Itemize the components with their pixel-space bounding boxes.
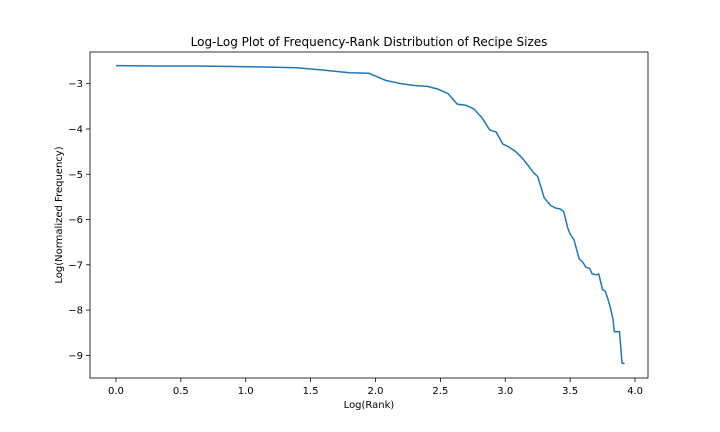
plot-area bbox=[89, 51, 649, 379]
x-tick-label: 3.0 bbox=[497, 386, 513, 397]
x-tick-label: 3.5 bbox=[562, 386, 578, 397]
series-line bbox=[115, 64, 625, 365]
y-tick-label: −7 bbox=[68, 260, 83, 271]
y-tick-label: −4 bbox=[68, 124, 83, 135]
x-tick-label: 2.5 bbox=[432, 386, 448, 397]
y-tick-label: −8 bbox=[68, 306, 83, 317]
x-tick-label: 0.0 bbox=[108, 386, 124, 397]
x-tick-label: 2.0 bbox=[368, 386, 384, 397]
x-tick-label: 1.5 bbox=[303, 386, 319, 397]
y-axis-label: Log(Normalized Frequency) bbox=[54, 146, 65, 283]
x-axis-label: Log(Rank) bbox=[344, 400, 395, 411]
y-tick-label: −9 bbox=[68, 351, 83, 362]
y-tick-label: −3 bbox=[68, 79, 83, 90]
y-tick-label: −5 bbox=[68, 170, 83, 181]
chart-title: Log-Log Plot of Frequency-Rank Distribut… bbox=[191, 35, 548, 49]
series-layer bbox=[115, 64, 625, 365]
x-tick-label: 1.0 bbox=[238, 386, 254, 397]
y-tick-label: −6 bbox=[68, 215, 83, 226]
x-tick-label: 4.0 bbox=[627, 386, 643, 397]
y-axis: −3 −4 −5 −6 −7 −8 −9 bbox=[68, 79, 90, 362]
x-tick-label: 0.5 bbox=[173, 386, 189, 397]
x-axis: 0.0 0.5 1.0 1.5 2.0 2.5 3.0 3.5 4.0 bbox=[108, 378, 643, 397]
